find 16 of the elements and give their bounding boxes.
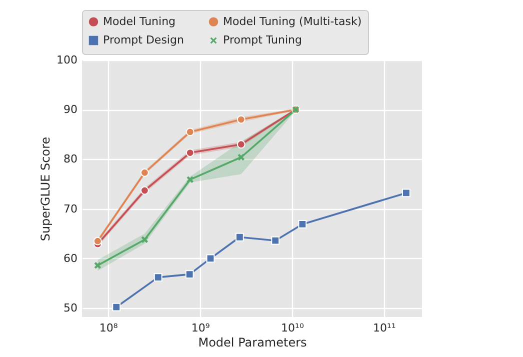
- x-axis-title: Model Parameters: [198, 336, 307, 350]
- y-tick-label: 70: [64, 202, 78, 216]
- y-tick-label: 60: [64, 252, 78, 265]
- x-tick-label: 10¹¹: [372, 322, 396, 334]
- y-tick-label: 80: [64, 152, 78, 166]
- legend-label: Prompt Tuning: [223, 34, 302, 46]
- legend-label: Model Tuning (Multi-task): [223, 14, 362, 28]
- x-tick-label: 10¹⁰: [281, 322, 304, 334]
- legend-label: Prompt Design: [103, 34, 184, 46]
- y-tick-label: 100: [56, 54, 78, 66]
- y-tick-label: 50: [64, 302, 78, 315]
- legend-label: Model Tuning: [103, 14, 176, 28]
- x-tick-label: 10⁹: [191, 322, 210, 334]
- x-tick-label: 10⁸: [99, 322, 118, 334]
- y-tick-label: 90: [64, 103, 78, 116]
- y-axis-title: SuperGLUE Score: [38, 136, 53, 242]
